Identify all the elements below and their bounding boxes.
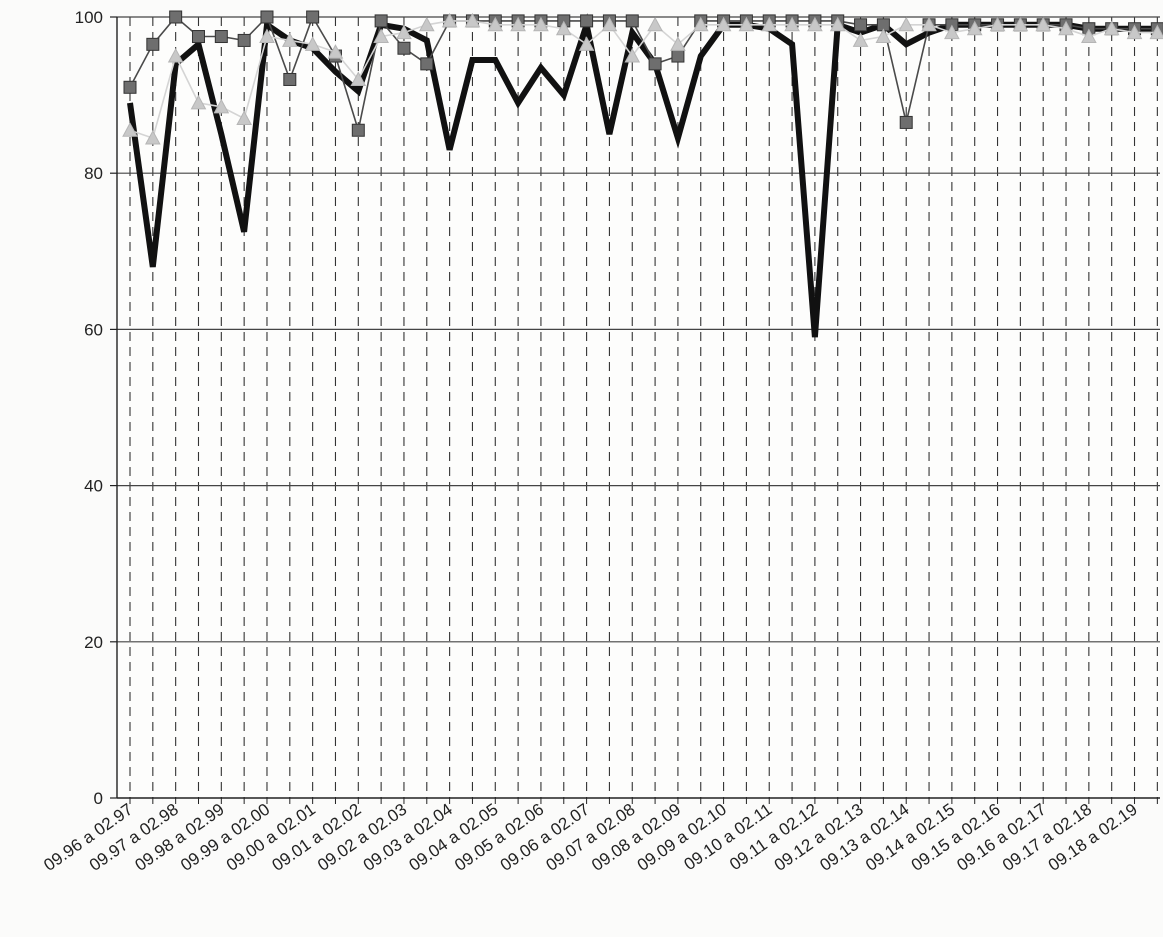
triangle-marker [373, 28, 389, 44]
square-marker [283, 72, 297, 86]
triangle-marker [1012, 16, 1029, 32]
triangle-marker [236, 110, 252, 126]
square-marker [854, 18, 868, 32]
triangle-marker [281, 32, 298, 47]
square-marker [123, 80, 137, 94]
square-marker [899, 115, 913, 129]
triangle-marker [624, 47, 641, 63]
triangle-marker [578, 36, 595, 51]
triangle-marker [259, 28, 275, 44]
triangle-marker [647, 16, 663, 32]
triangle-marker [807, 16, 823, 32]
triangle-marker [738, 16, 755, 32]
triangle-marker [715, 16, 732, 32]
triangle-marker [761, 16, 778, 32]
triangle-marker [944, 24, 960, 40]
triangle-marker [304, 36, 321, 51]
triangle-marker [327, 44, 344, 59]
square-marker [146, 37, 160, 51]
square-marker [625, 14, 639, 28]
y-tick-label: 20 [84, 633, 103, 652]
square-marker [374, 14, 388, 28]
triangle-marker [1081, 28, 1097, 44]
triangle-marker [852, 32, 869, 47]
square-marker [214, 30, 228, 44]
square-marker [260, 10, 274, 24]
triangle-marker [1103, 20, 1120, 36]
triangle-marker [213, 98, 230, 114]
square-marker [671, 49, 685, 63]
triangle-marker [1035, 16, 1052, 32]
triangle-marker [921, 16, 937, 32]
square-marker [169, 10, 183, 24]
triangle-marker [167, 47, 184, 63]
square-marker [648, 57, 662, 71]
y-tick-label: 100 [75, 8, 103, 27]
series-line-squares [129, 15, 1158, 131]
triangle-marker [487, 16, 504, 32]
triangle-marker [989, 16, 1006, 32]
triangle-marker [898, 16, 915, 32]
triangle-marker [601, 16, 618, 32]
triangle-marker [418, 16, 435, 32]
triangle-marker [441, 12, 458, 28]
triangle-marker [1126, 24, 1143, 40]
triangle-marker [510, 16, 526, 32]
square-marker [237, 33, 251, 47]
plot-area [117, 17, 1160, 798]
y-tick-label: 60 [84, 320, 103, 339]
square-marker [420, 57, 434, 71]
square-marker [306, 10, 320, 24]
square-marker [397, 41, 411, 55]
triangle-marker [670, 36, 686, 51]
triangle-marker [144, 130, 161, 145]
triangle-marker [396, 24, 412, 40]
triangle-marker [966, 20, 983, 36]
triangle-marker [875, 28, 892, 44]
y-tick-label: 40 [84, 477, 103, 496]
triangle-marker [692, 16, 709, 32]
series-line-triangles [129, 20, 1158, 140]
triangle-marker [533, 16, 549, 32]
triangle-marker [1149, 24, 1163, 40]
square-marker [580, 14, 594, 28]
square-marker [191, 30, 205, 44]
triangle-marker [829, 16, 846, 32]
triangle-marker [464, 12, 481, 28]
triangle-marker [555, 20, 572, 36]
triangle-marker [784, 16, 800, 32]
y-tick-label: 80 [84, 164, 103, 183]
y-tick-label: 0 [94, 789, 103, 808]
triangle-marker [1058, 20, 1074, 36]
triangle-marker [122, 122, 138, 137]
triangle-marker [350, 71, 367, 86]
square-marker [351, 123, 365, 137]
triangle-marker [190, 94, 207, 110]
